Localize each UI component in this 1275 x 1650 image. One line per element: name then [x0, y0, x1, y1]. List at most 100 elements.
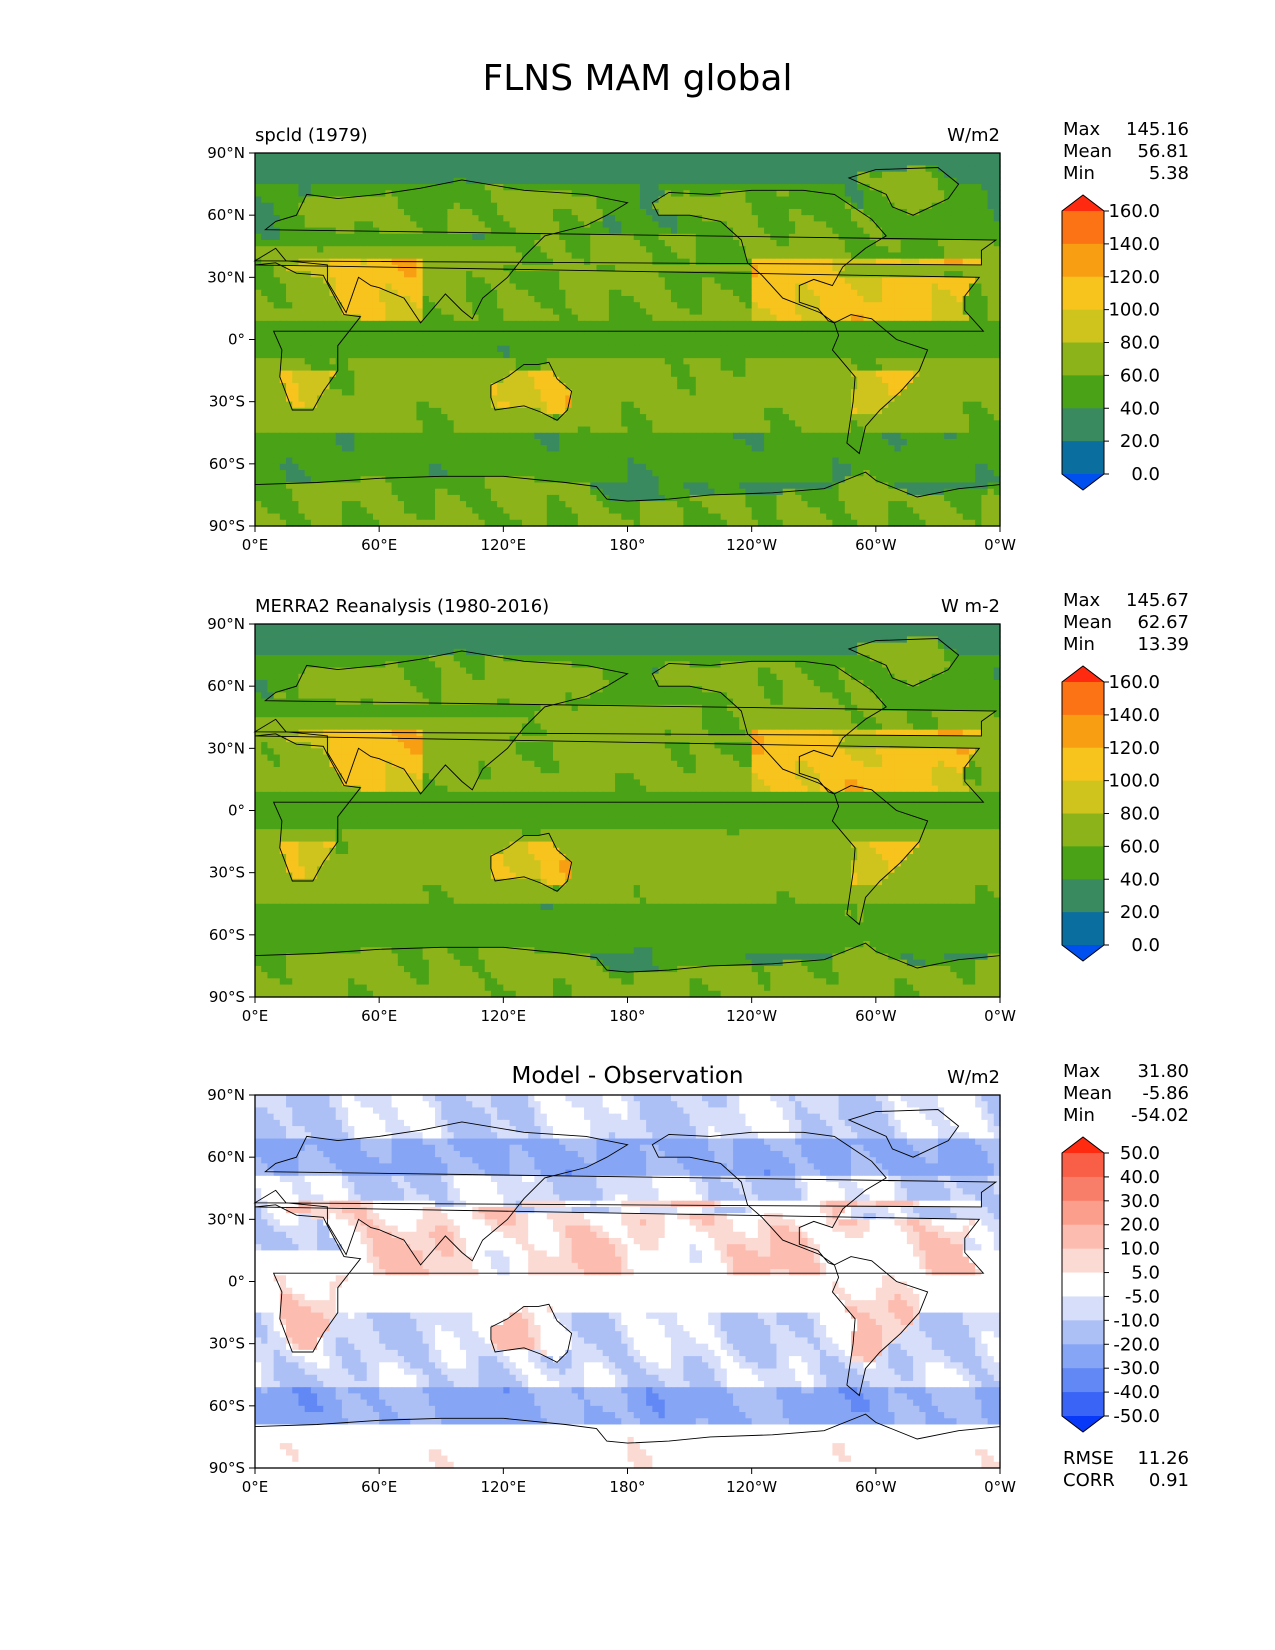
field-cell: [379, 271, 386, 278]
field-cell: [968, 190, 976, 198]
field-cell: [379, 401, 386, 409]
field-cell: [577, 252, 585, 260]
field-cell: [670, 302, 678, 310]
field-cell: [528, 302, 535, 310]
field-cell: [478, 277, 486, 285]
field-cell: [379, 370, 386, 378]
field-cell: [323, 289, 331, 297]
field-cell: [466, 401, 473, 409]
field-cell: [689, 159, 697, 167]
field-cell: [571, 395, 579, 403]
field-cell: [360, 314, 368, 322]
field-cell: [335, 271, 343, 278]
field-cell: [695, 327, 703, 334]
field-cell: [453, 295, 461, 303]
field-cell: [490, 246, 498, 254]
field-cell: [397, 395, 405, 403]
field-cell: [279, 221, 287, 229]
field-cell: [708, 227, 716, 235]
field-cell: [323, 364, 331, 372]
field-cell: [298, 395, 306, 403]
field-cell: [372, 401, 380, 409]
field-cell: [453, 196, 461, 204]
field-cell: [329, 252, 337, 260]
field-cell: [652, 159, 660, 167]
field-cell: [509, 171, 517, 179]
field-cell: [801, 327, 809, 334]
field-cell: [372, 196, 380, 204]
field-cell: [546, 283, 554, 291]
field-cell: [919, 295, 927, 303]
field-cell: [863, 283, 871, 291]
field-cell: [944, 252, 951, 260]
field-cell: [565, 370, 573, 378]
field-cell: [385, 252, 393, 260]
field-cell: [546, 252, 554, 260]
field-cell: [981, 364, 989, 372]
field-cell: [993, 227, 1001, 235]
field-cell: [428, 177, 436, 185]
field-cell: [584, 376, 591, 384]
field-cell: [981, 339, 989, 347]
field-cell: [261, 401, 269, 409]
field-cell: [695, 221, 703, 229]
field-cell: [279, 246, 287, 254]
field-cell: [341, 271, 349, 278]
field-cell: [366, 258, 374, 266]
field-cell: [968, 264, 976, 272]
field-cell: [919, 277, 927, 285]
field-cell: [956, 327, 964, 334]
field-cell: [286, 153, 293, 160]
field-cell: [739, 302, 747, 310]
field-cell: [348, 221, 355, 229]
field-cell: [639, 240, 647, 247]
field-cell: [906, 271, 914, 278]
field-cell: [646, 283, 653, 291]
field-cell: [882, 202, 889, 210]
field-cell: [540, 364, 548, 372]
field-cell: [379, 364, 386, 372]
field-cell: [596, 202, 604, 210]
field-cell: [689, 283, 697, 291]
field-cell: [857, 395, 865, 403]
field-cell: [683, 383, 691, 390]
field-cell: [615, 184, 622, 191]
field-cell: [323, 233, 331, 241]
field-cell: [279, 401, 287, 409]
field-cell: [298, 383, 306, 390]
field-cell: [801, 295, 809, 303]
field-cell: [515, 227, 523, 235]
field-cell: [559, 289, 567, 297]
field-cell: [509, 283, 517, 291]
field-cell: [335, 190, 343, 198]
field-cell: [298, 252, 306, 260]
field-cell: [490, 320, 498, 328]
field-cell: [528, 153, 535, 160]
field-cell: [664, 289, 672, 297]
field-cell: [981, 283, 989, 291]
field-cell: [472, 202, 480, 210]
field-cell: [478, 153, 486, 160]
field-cell: [869, 320, 877, 328]
field-cell: [937, 364, 945, 372]
field-cell: [739, 159, 747, 167]
field-cell: [577, 215, 585, 222]
field-cell: [962, 277, 970, 285]
field-cell: [490, 252, 498, 260]
field-cell: [702, 314, 709, 322]
field-cell: [404, 227, 411, 235]
field-cell: [844, 333, 852, 341]
field-cell: [565, 271, 573, 278]
field-cell: [379, 159, 386, 167]
field-cell: [882, 333, 889, 341]
field-cell: [372, 271, 380, 278]
field-cell: [608, 327, 616, 334]
field-cell: [515, 165, 523, 173]
field-cell: [801, 177, 809, 185]
field-cell: [919, 327, 927, 334]
field-cell: [652, 345, 660, 353]
field-cell: [857, 196, 865, 204]
field-cell: [385, 320, 393, 328]
field-cell: [968, 165, 976, 173]
field-cell: [652, 165, 660, 173]
